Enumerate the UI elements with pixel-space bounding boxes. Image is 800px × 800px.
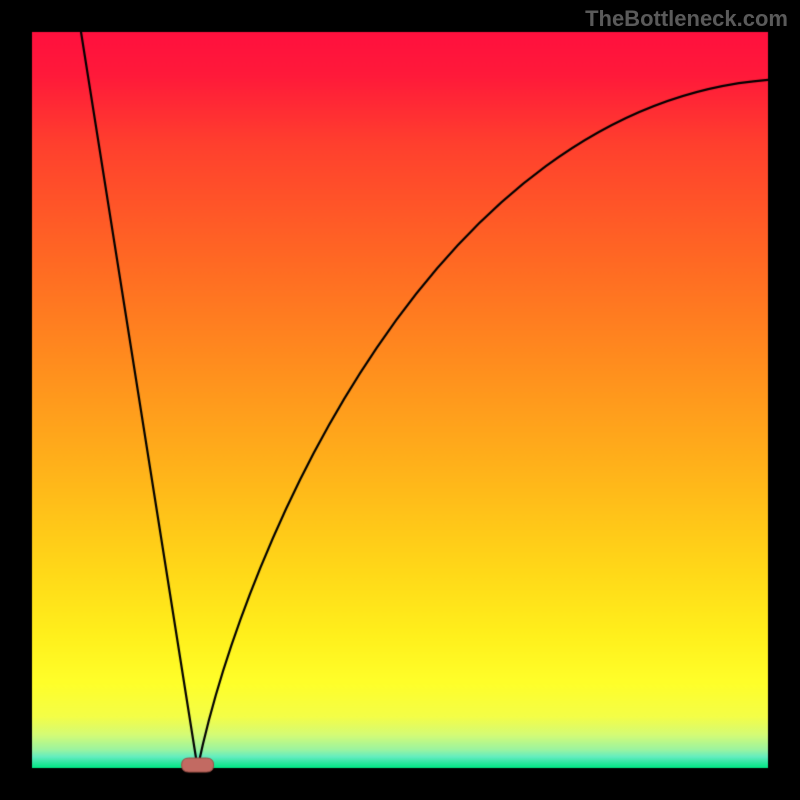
bottleneck-chart-canvas <box>0 0 800 800</box>
chart-container: TheBottleneck.com <box>0 0 800 800</box>
watermark-text: TheBottleneck.com <box>585 6 788 32</box>
